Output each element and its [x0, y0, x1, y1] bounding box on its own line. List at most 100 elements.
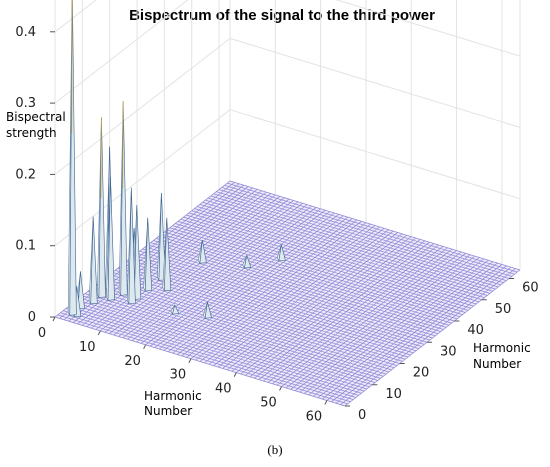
- x-tick-label: 60: [306, 409, 323, 424]
- surface-mesh-line: [210, 195, 501, 286]
- surface-mesh-line: [194, 208, 485, 298]
- x-tick-label: 20: [124, 354, 141, 369]
- peak-face: [77, 271, 85, 310]
- surface-mesh-line: [180, 218, 471, 309]
- surface-mesh-line: [63, 310, 354, 400]
- surface-mesh-line: [227, 182, 518, 273]
- surface-mesh-line: [68, 306, 359, 396]
- surface-mesh-line: [106, 276, 398, 366]
- peak-face: [134, 204, 142, 300]
- surface-mesh-line: [218, 189, 510, 279]
- surface-mesh-line: [147, 244, 439, 335]
- side-wall-grid-line: [229, 37, 521, 128]
- z-tick-label: 0.1: [15, 239, 36, 254]
- back-wall-grid-line: [54, 109, 231, 247]
- surface-mesh-line: [213, 193, 504, 284]
- y-tick-label: 10: [385, 387, 402, 402]
- surface-mesh-line: [177, 221, 469, 311]
- surface-mesh-line: [79, 297, 370, 388]
- surface-mesh-line: [158, 235, 450, 326]
- x-axis-label-line-2: Number: [144, 404, 192, 418]
- back-wall-grid-line: [54, 0, 189, 104]
- surface-mesh-line: [136, 252, 428, 343]
- tick-labels: 0 0.1 0.2 0.3 0.4 0 10 20 30 40 50 60 0 10 20 30 40 50 60: [15, 25, 538, 425]
- surface-mesh-line: [95, 284, 387, 375]
- surface-mesh-line: [188, 212, 480, 303]
- y-axis-label-line-2: Number: [473, 357, 521, 371]
- surface-mesh-line: [164, 231, 455, 322]
- surface-mesh-line: [60, 312, 351, 403]
- surface-mesh-line: [216, 191, 507, 281]
- surface-mesh-line: [82, 295, 373, 386]
- peak-face: [164, 217, 172, 292]
- y-tick-label: 60: [522, 281, 539, 296]
- y-axis-label-line-1: Harmonic: [473, 341, 531, 355]
- back-wall-grid-line: [54, 38, 231, 175]
- surface-mesh-line: [172, 225, 463, 315]
- surface-mesh-line: [90, 289, 381, 379]
- surface-mesh-line: [191, 210, 482, 301]
- x-tick-label: 50: [260, 396, 277, 411]
- surface-mesh: [54, 180, 521, 407]
- surface-mesh-line: [87, 291, 378, 381]
- peak-highlight: [71, 0, 73, 134]
- peak-face: [90, 216, 98, 305]
- x-tick-mark: [324, 400, 328, 405]
- peak-face: [107, 177, 115, 301]
- chart-title: Bispectrum of the signal to the third po…: [129, 7, 435, 24]
- surface-mesh-line: [71, 303, 362, 394]
- surface-mesh-line: [109, 274, 400, 364]
- surface-mesh-line: [134, 255, 425, 345]
- surface-mesh-line: [123, 263, 414, 354]
- peak-face: [120, 100, 128, 296]
- surface-mesh-line: [57, 314, 348, 405]
- x-tick-mark: [279, 386, 283, 391]
- peak-face: [199, 239, 207, 264]
- x-tick-mark: [143, 344, 147, 350]
- surface-mesh-line: [84, 293, 376, 383]
- peak-face: [144, 217, 153, 292]
- surface-mesh-line: [74, 301, 365, 392]
- surface-mesh-line: [167, 229, 458, 320]
- surface-mesh-line: [139, 250, 430, 341]
- peak-group: [67, 0, 286, 320]
- peak-face: [243, 254, 252, 269]
- surface-mesh-line: [175, 223, 466, 313]
- z-tick-label: 0.4: [15, 25, 36, 40]
- side-wall-grid-line: [335, 0, 521, 57]
- y-tick-label: 30: [440, 344, 457, 359]
- z-axis-label-line-1: Bispectral: [6, 110, 66, 124]
- surface-mesh-line: [186, 214, 477, 305]
- surface-mesh-line: [229, 180, 521, 271]
- surface-mesh-line: [183, 216, 474, 307]
- surface-mesh-line: [202, 201, 493, 292]
- x-tick-label: 10: [79, 340, 96, 355]
- surface-mesh-line: [101, 280, 392, 371]
- surface-mesh-line: [205, 199, 496, 290]
- peak-face: [158, 192, 166, 281]
- y-tick-label: 20: [413, 366, 430, 381]
- x-tick-label: 30: [170, 368, 187, 383]
- surface-mesh-line: [93, 286, 384, 377]
- peak-face: [128, 187, 136, 305]
- peak-face: [171, 304, 180, 315]
- z-axis-label-line-2: strength: [6, 126, 57, 140]
- back-wall-grid-line: [54, 0, 97, 33]
- y-tick-label: 50: [495, 302, 512, 317]
- panel-label: (b): [267, 442, 283, 457]
- side-wall-grid-line: [229, 109, 521, 200]
- x-tick-label: 40: [215, 382, 232, 397]
- surface-mesh-line: [54, 316, 346, 407]
- surface-mesh-line: [131, 257, 422, 347]
- peak-highlight: [100, 117, 102, 199]
- peak-highlight: [122, 100, 124, 189]
- surface-mesh-line: [221, 187, 512, 277]
- x-tick-mark: [188, 358, 192, 363]
- peak-face: [69, 0, 77, 316]
- chart-plot-area: 0 0.1 0.2 0.3 0.4 0 10 20 30 40 50 60 0 10 20 30 40 50 60: [15, 0, 539, 425]
- surface-mesh-line: [208, 197, 499, 288]
- surface-mesh-line: [169, 227, 460, 318]
- x-axis-label-line-1: Harmonic: [144, 389, 202, 403]
- z-tick-label: 0: [28, 310, 36, 325]
- x-tick-mark: [97, 330, 101, 336]
